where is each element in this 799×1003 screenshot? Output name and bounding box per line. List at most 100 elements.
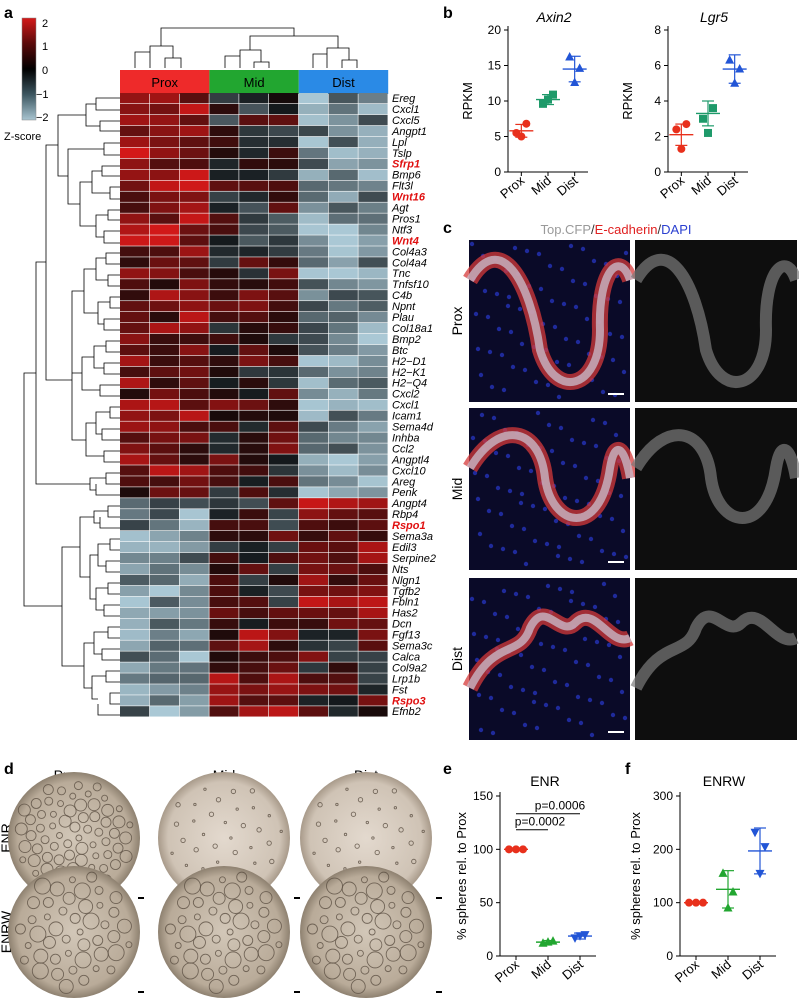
heatmap-cell xyxy=(269,344,299,356)
organoid xyxy=(370,974,382,986)
organoid xyxy=(218,965,228,975)
nucleus-dot xyxy=(623,250,629,256)
organoid xyxy=(82,912,100,930)
heatmap-cell xyxy=(120,651,150,662)
nucleus-dot xyxy=(485,314,491,320)
organoid xyxy=(169,955,179,965)
nucleus-dot xyxy=(575,339,581,345)
heatmap-cell xyxy=(298,355,328,367)
heatmap-cell xyxy=(328,268,358,279)
heatmap-cell xyxy=(209,169,239,180)
organoid xyxy=(125,941,133,949)
x-tick-label: Dist xyxy=(739,957,766,983)
heatmap-cell xyxy=(298,476,328,487)
organoid xyxy=(370,899,386,914)
heatmap-cell xyxy=(298,421,328,432)
heatmap-cell xyxy=(328,158,358,170)
row-dendrogram xyxy=(23,97,120,716)
heatmap-cell xyxy=(120,180,150,191)
nucleus-dot xyxy=(490,730,496,736)
nucleus-dot xyxy=(512,245,518,251)
heatmap-cell xyxy=(358,520,388,531)
organoid xyxy=(306,923,318,935)
organoid xyxy=(232,849,238,856)
heatmap-cell xyxy=(239,366,269,378)
nucleus-dot xyxy=(523,561,529,567)
nucleus-dot xyxy=(513,591,519,597)
gene-label: Tslp xyxy=(392,148,412,160)
organoid xyxy=(184,877,201,895)
heatmap-cell xyxy=(209,301,239,312)
y-tick-label: 100 xyxy=(653,896,673,910)
heatmap-cell xyxy=(209,268,239,279)
heatmap-cell xyxy=(328,235,358,246)
rpkm-plot-axin2: Axin2 0 5 10 15 20 Prox Mid Dist RPKM xyxy=(460,9,588,201)
heatmap-cell xyxy=(239,169,269,180)
nucleus-dot xyxy=(552,324,558,330)
cfp-band xyxy=(630,429,799,524)
nucleus-dot xyxy=(547,263,553,269)
organoid xyxy=(89,841,97,849)
organoid xyxy=(58,814,72,828)
organoid xyxy=(417,941,425,949)
nucleus-dot xyxy=(619,689,625,695)
organoid xyxy=(75,834,83,842)
heatmap-cell xyxy=(120,607,150,618)
heatmap-cell xyxy=(239,257,269,268)
gene-label: Fbln1 xyxy=(392,597,420,609)
heatmap-cell xyxy=(179,213,209,224)
heatmap-cell xyxy=(358,476,388,487)
heatmap-cell xyxy=(298,706,328,717)
organoid xyxy=(399,944,417,962)
nucleus-dot xyxy=(569,437,575,443)
organoid xyxy=(388,901,396,909)
heatmap-cell xyxy=(209,552,239,564)
heatmap-cell xyxy=(328,596,358,608)
nucleus-dot xyxy=(568,598,574,604)
panel-letter-a: a xyxy=(4,5,13,22)
heatmap-cell xyxy=(298,509,328,520)
well-enrw-dist xyxy=(300,866,442,998)
heatmap-cell xyxy=(149,509,179,520)
heatmap-cell xyxy=(120,432,150,443)
heatmap-cell xyxy=(358,125,388,137)
data-point xyxy=(723,903,733,912)
data-point xyxy=(699,114,707,123)
heatmap-cell xyxy=(239,476,269,487)
heatmap-cell xyxy=(328,574,358,586)
heatmap-cell xyxy=(298,432,328,443)
data-point xyxy=(505,845,513,854)
heatmap-cell xyxy=(269,410,299,421)
nucleus-dot xyxy=(592,604,598,610)
organoid xyxy=(229,836,233,840)
heatmap-cell xyxy=(269,202,299,213)
heatmap-cell xyxy=(179,257,209,268)
organoid xyxy=(27,915,37,925)
nucleus-dot xyxy=(518,652,524,658)
heatmap-cell xyxy=(179,509,209,520)
heatmap-cell xyxy=(149,487,179,498)
organoid xyxy=(43,913,51,921)
heatmap-cell xyxy=(209,596,239,608)
heatmap-cell xyxy=(120,552,150,564)
organoid xyxy=(378,871,390,883)
heatmap-cell xyxy=(298,191,328,202)
data-point xyxy=(539,99,547,108)
nucleus-dot xyxy=(583,475,589,481)
cfp-signal xyxy=(630,253,799,388)
colorbar-tick: 2 xyxy=(42,18,48,30)
organoid xyxy=(92,935,104,946)
heatmap-cell xyxy=(269,695,299,706)
organoid xyxy=(14,923,26,935)
heatmap-cell xyxy=(358,344,388,356)
heatmap-cell xyxy=(209,684,239,695)
organoid xyxy=(249,788,256,794)
organoid xyxy=(57,786,66,796)
heatmap-cell xyxy=(328,585,358,597)
organoid xyxy=(73,882,91,900)
organoid xyxy=(51,967,65,981)
nucleus-dot xyxy=(552,679,558,685)
nucleus-dot xyxy=(557,586,563,592)
data-point xyxy=(570,934,580,943)
organoid xyxy=(335,847,341,853)
